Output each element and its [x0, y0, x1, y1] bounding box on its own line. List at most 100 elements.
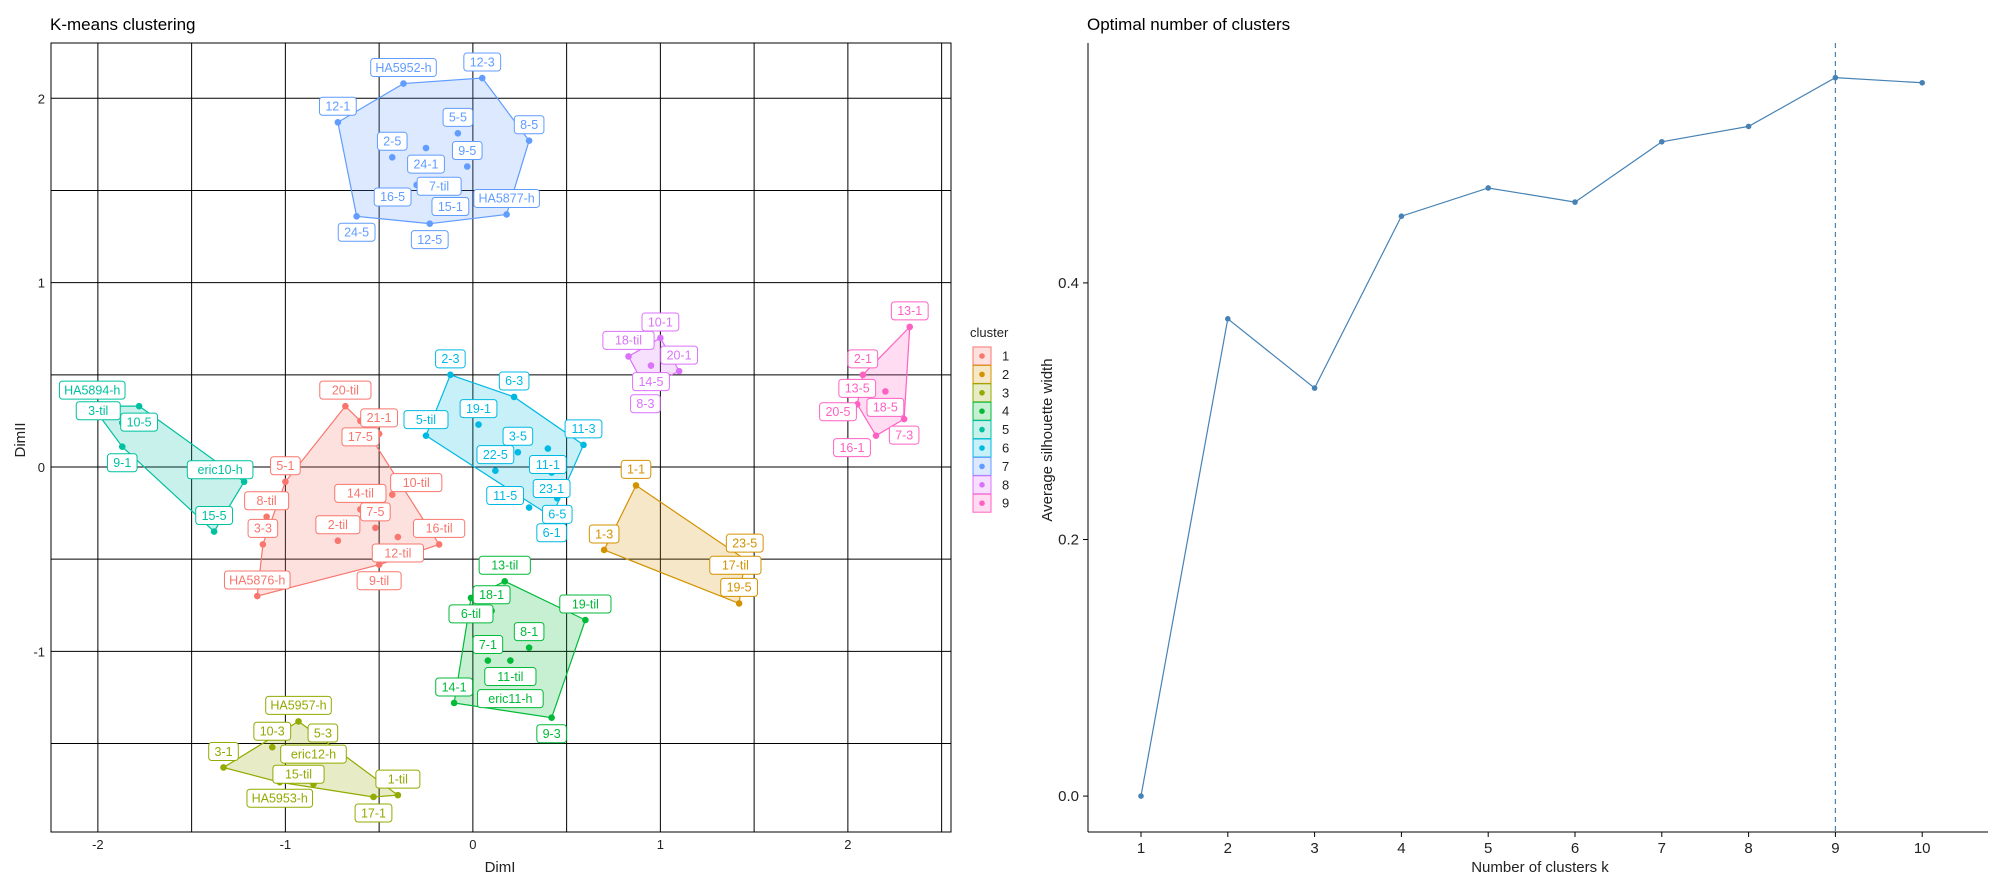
point-label: 15-1	[431, 196, 470, 216]
point-label: 5-til	[403, 410, 449, 430]
label-box	[337, 222, 376, 242]
point-label: 13-til	[478, 555, 531, 575]
legend-label: 4	[1002, 404, 1009, 419]
label-text: 11-5	[493, 489, 517, 503]
label-box	[819, 402, 857, 422]
legend-dot	[979, 445, 985, 451]
label-box	[435, 349, 466, 369]
label-box	[630, 394, 661, 414]
label-box	[451, 141, 483, 161]
label-text: 19-5	[727, 581, 752, 595]
x-tick-label: -2	[92, 837, 104, 852]
point-label: HA5952-h	[370, 58, 437, 78]
label-box	[484, 667, 537, 687]
point-label: 2-3	[435, 349, 466, 369]
point-label: 12-3	[463, 52, 502, 72]
label-text: 3-til	[88, 404, 108, 418]
label-box	[270, 456, 301, 476]
label-box	[866, 397, 905, 417]
silhouette-point	[1919, 79, 1925, 86]
x-tick-label: 10	[1914, 840, 1931, 857]
label-text: 9-3	[543, 727, 561, 741]
label-box	[376, 131, 408, 151]
data-point	[394, 533, 402, 541]
data-point	[882, 388, 889, 395]
label-box	[106, 453, 138, 473]
point-label: HA5957-h	[265, 695, 332, 715]
label-box	[588, 524, 620, 544]
point-label: 13-5	[838, 378, 877, 398]
point-label: 3-1	[208, 741, 239, 761]
label-box	[838, 378, 877, 398]
label-box	[413, 518, 466, 538]
label-text: 6-3	[505, 374, 523, 388]
data-point	[467, 594, 475, 602]
point-label: 13-1	[890, 301, 929, 321]
label-text: 11-til	[497, 670, 523, 684]
point-label: eric12-h	[280, 744, 347, 764]
label-box	[435, 677, 474, 697]
silhouette-point	[1572, 199, 1578, 205]
label-box	[246, 788, 314, 808]
label-text: 9-1	[113, 456, 131, 470]
label-box	[528, 455, 567, 475]
data-point	[394, 791, 402, 799]
label-text: 16-5	[380, 190, 405, 204]
label-text: 7-3	[895, 428, 913, 442]
data-point	[548, 714, 555, 722]
point-label: HA5877-h	[473, 188, 540, 208]
label-box	[307, 723, 339, 743]
label-text: HA5876-h	[229, 573, 285, 587]
point-label: 12-5	[410, 230, 449, 250]
label-text: 13-1	[897, 304, 922, 318]
data-point	[375, 561, 383, 568]
label-text: 1-1	[627, 463, 645, 477]
data-point	[501, 577, 509, 585]
point-label: 8-1	[513, 622, 545, 642]
x-tick-label: 9	[1831, 840, 1839, 857]
label-text: 14-1	[442, 680, 467, 694]
label-text: 20-5	[825, 405, 850, 419]
data-point	[514, 448, 522, 456]
y-tick-label: 2	[38, 91, 45, 106]
point-label: 6-til	[448, 604, 494, 624]
data-point	[900, 415, 908, 423]
point-label: 24-1	[407, 154, 445, 174]
label-box	[564, 419, 603, 439]
label-text: 16-til	[426, 522, 453, 536]
label-box	[602, 330, 655, 350]
label-text: 6-5	[548, 508, 566, 522]
data-point	[525, 137, 533, 145]
legend-title: cluster	[970, 325, 1009, 340]
y-tick-label: 0.4	[1058, 275, 1079, 292]
point-label: 14-1	[435, 677, 474, 697]
data-point	[372, 524, 379, 532]
point-label: 23-1	[532, 479, 571, 499]
data-point	[370, 793, 377, 801]
point-label: 11-3	[564, 419, 603, 439]
x-tick-label: 5	[1484, 840, 1492, 857]
label-text: 5-5	[449, 111, 467, 125]
label-text: 10-1	[648, 315, 673, 329]
label-box	[478, 555, 531, 575]
point-label: eric10-h	[186, 460, 254, 480]
silhouette-point	[1659, 138, 1665, 145]
label-box	[559, 594, 612, 614]
data-point	[600, 546, 608, 554]
label-box	[890, 301, 929, 321]
label-box	[472, 635, 504, 655]
label-text: 23-1	[539, 482, 564, 496]
label-text: eric11-h	[488, 692, 532, 706]
point-label: 11-til	[484, 667, 537, 687]
label-box	[280, 744, 347, 764]
label-box	[195, 506, 234, 526]
point-label: 19-5	[720, 577, 759, 597]
point-label: 17-til	[709, 555, 762, 575]
data-point	[492, 467, 499, 474]
point-label: 3-5	[502, 426, 534, 446]
data-point	[388, 491, 396, 498]
label-text: 24-5	[344, 226, 369, 240]
label-box	[354, 803, 393, 823]
